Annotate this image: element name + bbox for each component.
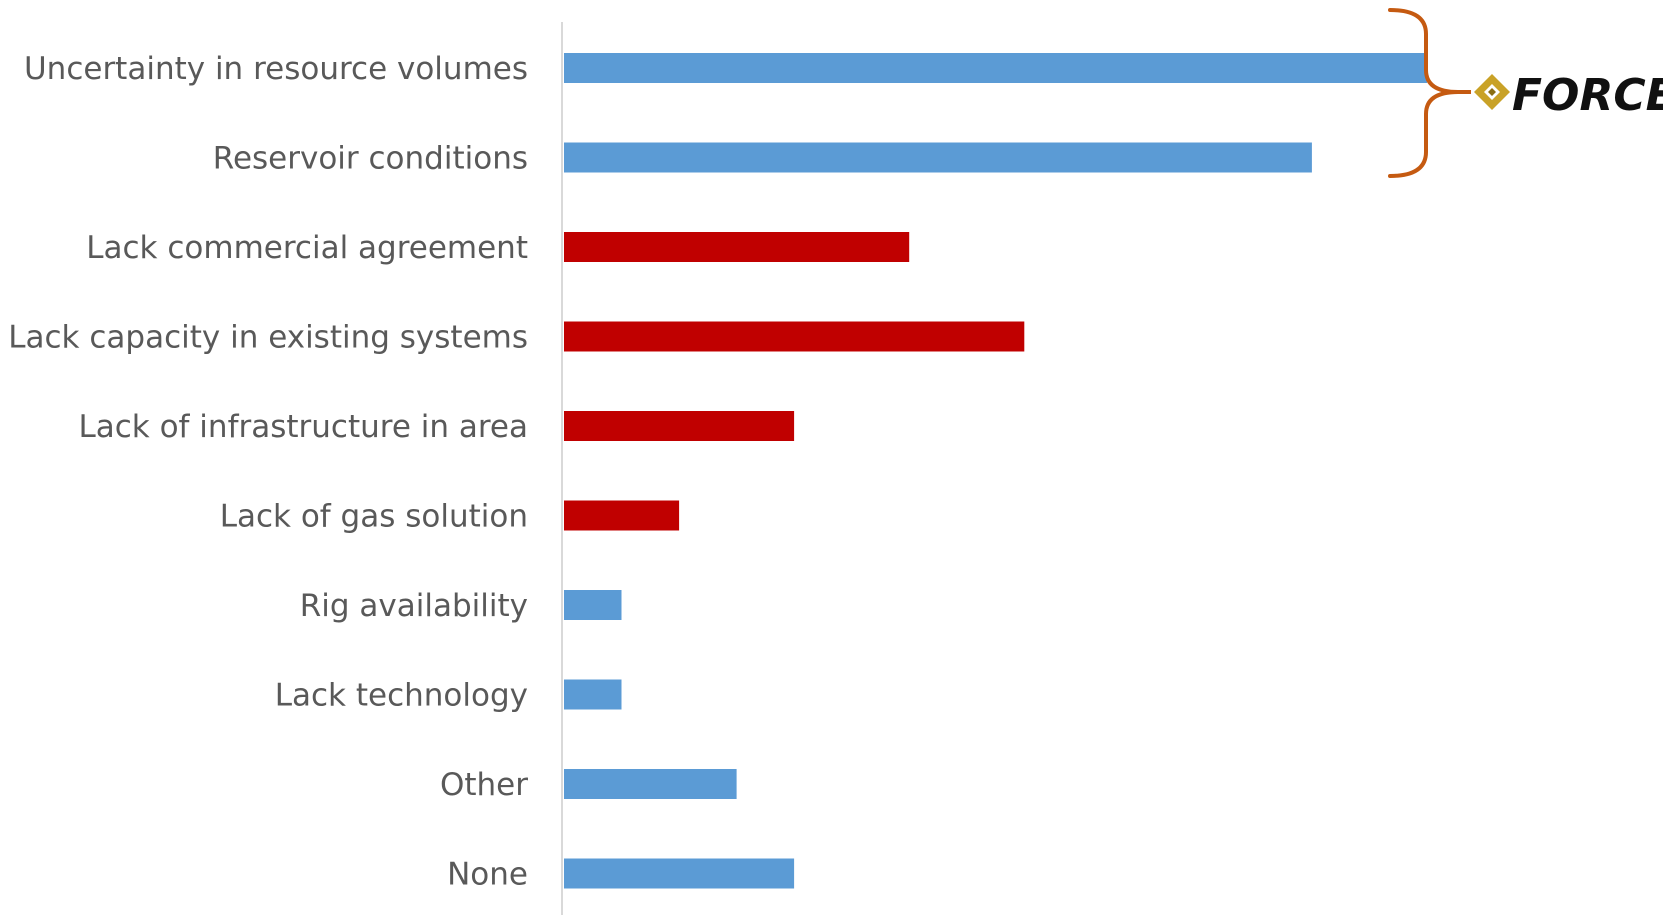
bar-5 xyxy=(564,500,680,531)
category-label-5: Lack of gas solution xyxy=(220,499,528,535)
category-labels: Uncertainty in resource volumes Reservoir… xyxy=(8,51,528,893)
bar-7 xyxy=(564,679,622,710)
bar-9 xyxy=(564,858,795,889)
force-annotation: FORCE xyxy=(1388,8,1663,178)
force-logo-text: FORCE xyxy=(1512,70,1663,121)
force-diamond-icon xyxy=(1474,74,1510,110)
bar-3 xyxy=(564,321,1025,352)
category-label-4: Lack of infrastructure in area xyxy=(78,409,528,445)
category-label-9: None xyxy=(447,857,528,893)
category-label-1: Reservoir conditions xyxy=(213,141,528,177)
category-label-3: Lack capacity in existing systems xyxy=(8,320,528,356)
bar-6 xyxy=(564,590,622,620)
category-label-7: Lack technology xyxy=(275,678,528,714)
category-label-8: Other xyxy=(440,767,528,803)
bar-8 xyxy=(564,769,737,799)
category-label-0: Uncertainty in resource volumes xyxy=(24,51,528,87)
bar-0 xyxy=(564,53,1427,83)
bar-2 xyxy=(564,232,910,262)
bar-1 xyxy=(564,142,1312,173)
curly-bracket xyxy=(1388,8,1460,178)
bars-layer xyxy=(564,53,1427,889)
force-logo: FORCE xyxy=(1474,70,1663,121)
bar-4 xyxy=(564,411,795,441)
category-label-6: Rig availability xyxy=(300,588,528,624)
category-label-2: Lack commercial agreement xyxy=(86,230,528,266)
